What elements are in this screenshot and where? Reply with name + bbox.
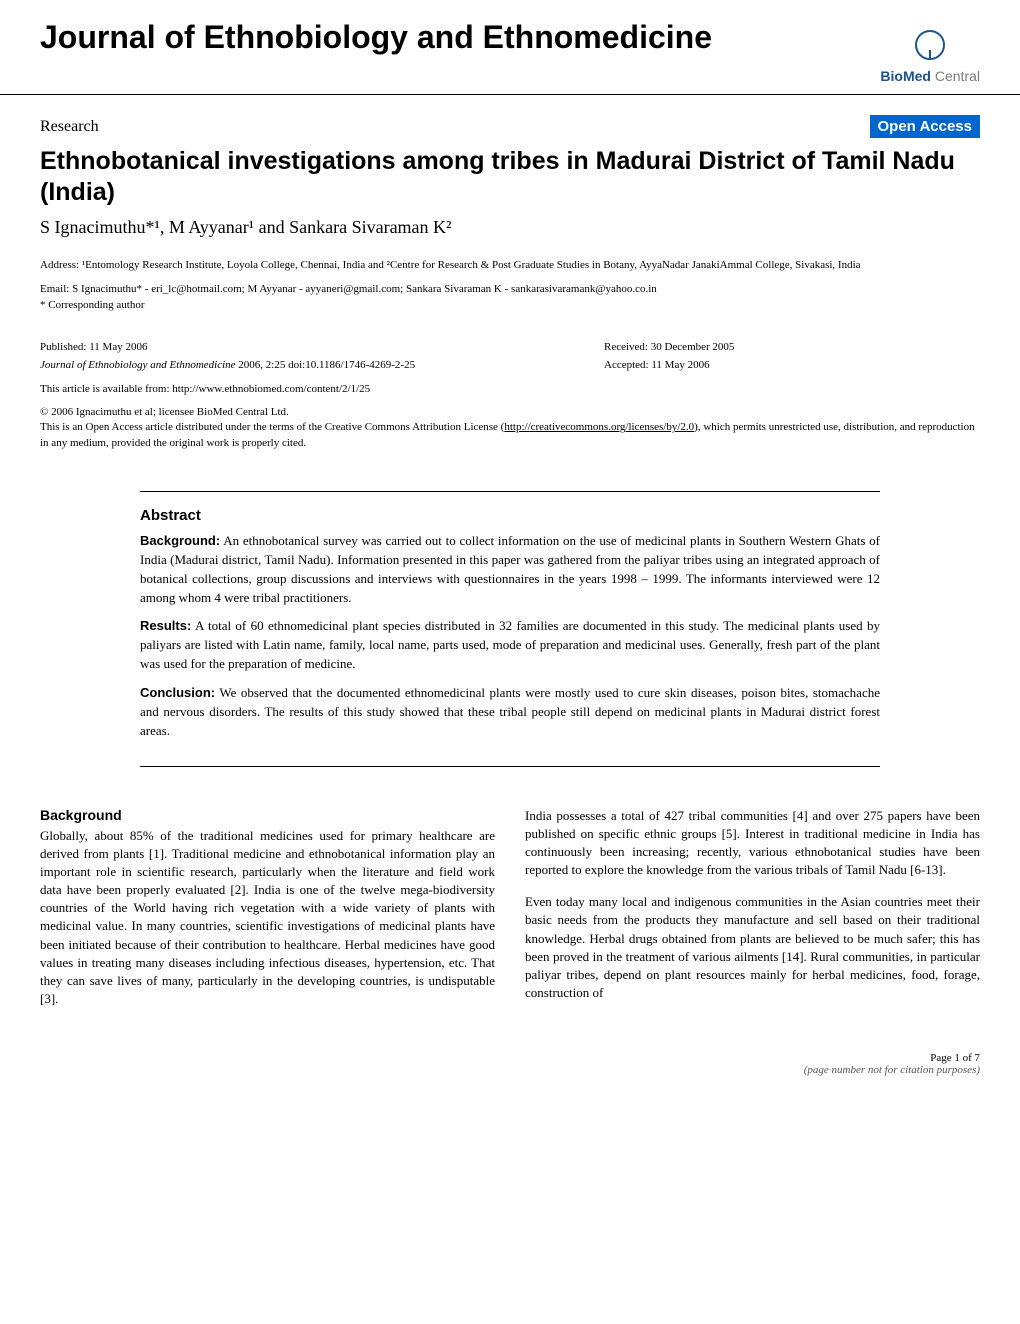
left-column: Background Globally, about 85% of the tr… <box>40 807 495 1023</box>
authors: S Ignacimuthu*¹, M Ayyanar¹ and Sankara … <box>40 217 980 238</box>
page-header: Journal of Ethnobiology and Ethnomedicin… <box>0 0 1020 95</box>
biomed-circle-icon <box>915 30 945 60</box>
received-date: Received: 30 December 2005 <box>604 341 980 353</box>
abstract-section: Abstract Background: An ethnobotanical s… <box>140 491 880 766</box>
abstract-background-label: Background: <box>140 533 220 548</box>
abstract-results: Results: A total of 60 ethnomedicinal pl… <box>140 617 880 674</box>
article-header: Research Open Access Ethnobotanical inve… <box>0 95 1020 491</box>
abstract-background: Background: An ethnobotanical survey was… <box>140 532 880 607</box>
copyright-line1: © 2006 Ignacimuthu et al; licensee BioMe… <box>40 405 980 420</box>
abstract-conclusion-label: Conclusion: <box>140 685 215 700</box>
published-date: Published: 11 May 2006 <box>40 341 557 353</box>
background-heading: Background <box>40 807 495 823</box>
publication-info-2: Journal of Ethnobiology and Ethnomedicin… <box>40 359 980 377</box>
article-url: This article is available from: http://w… <box>40 383 980 395</box>
publisher-name: BioMed Central <box>880 68 980 84</box>
corresponding-note: * Corresponding author <box>40 299 980 311</box>
right-column: India possesses a total of 427 tribal co… <box>525 807 980 1023</box>
section-label: Research <box>40 118 99 136</box>
abstract-conclusion: Conclusion: We observed that the documen… <box>140 684 880 741</box>
publisher-bold: BioMed <box>880 68 931 84</box>
publisher-light: Central <box>931 68 980 84</box>
abstract-results-label: Results: <box>140 618 191 633</box>
journal-title: Journal of Ethnobiology and Ethnomedicin… <box>40 20 712 55</box>
copyright-pre: This is an Open Access article distribut… <box>40 421 504 433</box>
abstract-background-text: An ethnobotanical survey was carried out… <box>140 533 880 605</box>
right-para-1: India possesses a total of 427 tribal co… <box>525 807 980 880</box>
license-link[interactable]: http://creativecommons.org/licenses/by/2… <box>504 421 694 433</box>
page-number: Page 1 of 7 <box>40 1052 980 1064</box>
right-para-2: Even today many local and indigenous com… <box>525 893 980 1002</box>
open-access-badge: Open Access <box>870 115 981 138</box>
page while-footer: Page 1 of 7 (page number not for citatio… <box>0 1022 1020 1096</box>
affiliations: Address: ¹Entomology Research Institute,… <box>40 258 980 273</box>
body-content: Background Globally, about 85% of the tr… <box>0 807 1020 1023</box>
copyright: © 2006 Ignacimuthu et al; licensee BioMe… <box>40 405 980 451</box>
abstract-heading: Abstract <box>140 507 880 524</box>
section-row: Research Open Access <box>40 115 980 138</box>
background-para: Globally, about 85% of the traditional m… <box>40 827 495 1009</box>
copyright-line2: This is an Open Access article distribut… <box>40 420 980 451</box>
publisher-logo: BioMed Central <box>880 30 980 84</box>
accepted-date: Accepted: 11 May 2006 <box>604 359 980 377</box>
abstract-conclusion-text: We observed that the documented ethnomed… <box>140 685 880 738</box>
page-note: (page number not for citation purposes) <box>40 1064 980 1076</box>
abstract-results-text: A total of 60 ethnomedicinal plant speci… <box>140 618 880 671</box>
article-title: Ethnobotanical investigations among trib… <box>40 146 980 209</box>
emails: Email: S Ignacimuthu* - eri_lc@hotmail.c… <box>40 283 980 295</box>
journal-name-italic: Journal of Ethnobiology and Ethnomedicin… <box>40 359 236 371</box>
journal-reference: Journal of Ethnobiology and Ethnomedicin… <box>40 359 557 371</box>
publication-info: Published: 11 May 2006 Received: 30 Dece… <box>40 341 980 353</box>
journal-ref-rest: 2006, 2:25 doi:10.1186/1746-4269-2-25 <box>236 359 416 371</box>
